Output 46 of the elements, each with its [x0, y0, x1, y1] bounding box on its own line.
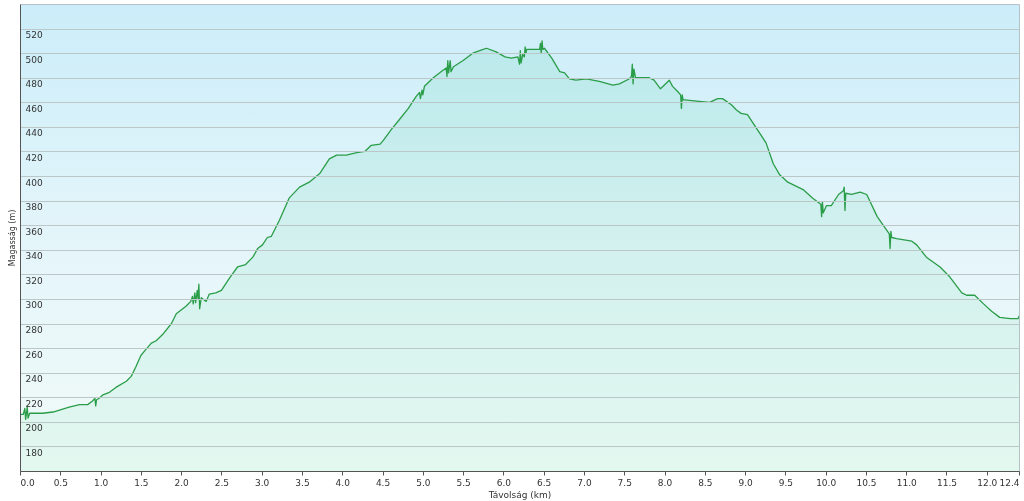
- y-tick-label: 220: [25, 398, 43, 409]
- x-tick-label: 5.5: [456, 477, 471, 488]
- y-tick-label: 460: [25, 103, 43, 114]
- x-tick-label: 2.5: [214, 477, 230, 488]
- y-tick-label: 320: [25, 275, 43, 286]
- x-tick-label: 3.5: [295, 477, 310, 488]
- x-tick-label: 1.0: [93, 477, 109, 488]
- x-tick-label: 0.5: [53, 477, 68, 488]
- y-tick-label: 240: [25, 374, 43, 385]
- x-tick-label: 5.0: [416, 477, 431, 488]
- x-tick-label: 11.0: [896, 477, 917, 488]
- y-tick-label: 280: [25, 325, 43, 336]
- y-tick-label: 520: [25, 30, 43, 41]
- y-tick-label: 300: [25, 300, 43, 311]
- x-tick-label: 4.5: [375, 477, 391, 488]
- y-tick-label: 360: [25, 226, 43, 237]
- x-tick-label: 9.5: [778, 477, 794, 488]
- x-tick-label: 8.0: [657, 477, 673, 488]
- y-tick-label: 260: [25, 349, 43, 360]
- x-tick-label: 12.4: [999, 477, 1020, 488]
- y-tick-label: 420: [25, 152, 43, 163]
- x-tick-label: 2.0: [174, 477, 190, 488]
- x-tick-label: 1.5: [134, 477, 149, 488]
- y-tick-label: 400: [25, 177, 43, 188]
- x-tick-label: 12.0: [977, 477, 998, 488]
- x-tick-label: 8.5: [698, 477, 713, 488]
- y-tick-label: 380: [25, 202, 43, 213]
- y-tick-label: 440: [25, 128, 43, 139]
- x-tick-label: 7.5: [617, 477, 632, 488]
- x-tick-label: 7.0: [577, 477, 592, 488]
- x-tick-label: 10.5: [856, 477, 877, 488]
- x-tick-label: 3.0: [255, 477, 270, 488]
- y-tick-label: 180: [25, 447, 43, 458]
- y-tick-label: 340: [25, 251, 43, 262]
- y-axis-title: Magasság (m): [7, 209, 17, 267]
- x-tick-label: 9.0: [738, 477, 753, 488]
- y-tick-label: 200: [25, 423, 43, 434]
- x-tick-label: 4.0: [335, 477, 351, 488]
- y-tick-label: 480: [25, 79, 43, 90]
- x-tick-label: 11.5: [936, 477, 958, 488]
- x-tick-label: 6.5: [537, 477, 552, 488]
- x-axis-title: Távolság (km): [487, 489, 552, 500]
- x-tick-label: 10.0: [816, 477, 837, 488]
- y-tick-label: 500: [25, 54, 43, 65]
- x-tick-label: 0.0: [20, 477, 36, 488]
- x-tick-label: 6.0: [496, 477, 512, 488]
